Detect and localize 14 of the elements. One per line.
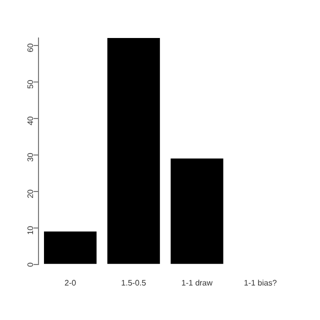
y-tick-label: 60 <box>26 42 35 52</box>
y-tick-label: 40 <box>26 116 35 126</box>
x-tick-label: 2-0 <box>64 278 77 288</box>
x-tick-label: 1-1 bias? <box>244 278 278 288</box>
y-tick-label: 0 <box>26 262 35 267</box>
y-tick-label: 10 <box>26 225 35 235</box>
bar <box>170 158 224 264</box>
y-tick-label: 30 <box>26 152 35 162</box>
bar <box>107 38 160 264</box>
y-tick-label: 20 <box>26 188 35 198</box>
x-tick-label: 1.5-0.5 <box>121 278 147 288</box>
y-tick-label: 50 <box>26 79 35 89</box>
bar <box>44 232 97 264</box>
x-tick-label: 1-1 draw <box>181 278 213 288</box>
